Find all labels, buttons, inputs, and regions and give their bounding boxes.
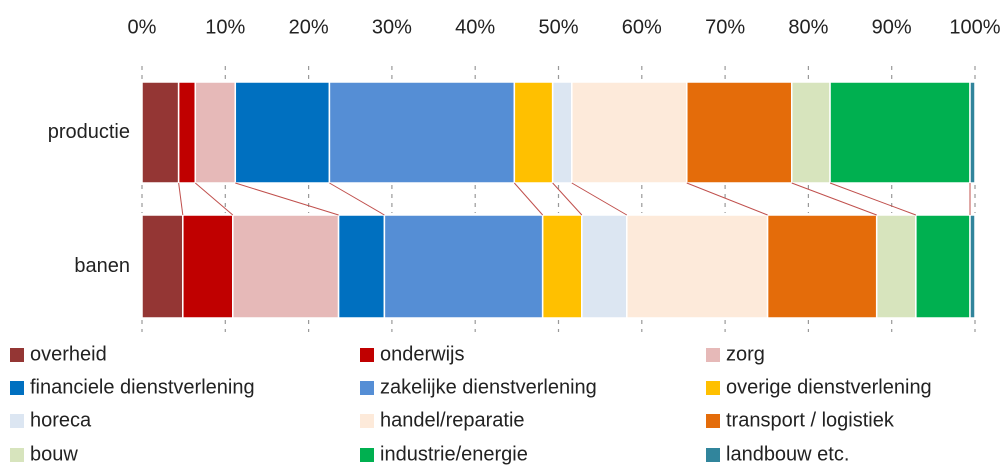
legend-swatch <box>706 448 720 462</box>
connector <box>791 182 877 216</box>
connector <box>178 182 184 216</box>
bar-segment <box>141 214 184 319</box>
legend-label: zakelijke dienstverlening <box>380 376 597 398</box>
bar-segment <box>969 214 976 319</box>
legend-label: bouw <box>30 443 78 465</box>
legend-label: handel/reparatie <box>380 409 525 431</box>
connector <box>194 182 234 216</box>
x-tick-label: 60% <box>622 16 662 38</box>
x-tick-label: 30% <box>372 16 412 38</box>
legend-swatch <box>706 348 720 362</box>
bar-segment <box>234 81 331 184</box>
legend-label: landbouw etc. <box>726 443 849 465</box>
bar-segment <box>194 81 237 184</box>
bar-segment <box>177 81 197 184</box>
bar-segment <box>571 81 688 184</box>
x-tick-label: 10% <box>205 16 245 38</box>
bar-segment <box>626 214 769 319</box>
legend-swatch <box>360 448 374 462</box>
legend-swatch <box>360 381 374 395</box>
bar-segment <box>383 214 544 319</box>
legend-label: onderwijs <box>380 343 464 365</box>
category-label: banen <box>74 255 130 277</box>
bar-segment <box>513 81 554 184</box>
bar-segment <box>328 81 516 184</box>
bar-segment <box>915 214 971 319</box>
bar-segment <box>686 81 793 184</box>
legend-swatch <box>10 448 24 462</box>
legend-label: horeca <box>30 409 92 431</box>
x-tick-label: 50% <box>538 16 578 38</box>
connector <box>552 182 583 216</box>
legend-swatch <box>360 414 374 428</box>
bar-segment <box>141 81 180 184</box>
connector <box>513 182 544 216</box>
bar-segment <box>337 214 386 319</box>
connector <box>329 182 385 216</box>
legend-swatch <box>706 414 720 428</box>
connector <box>571 182 628 216</box>
legend-swatch <box>706 381 720 395</box>
bar-segment <box>875 214 917 319</box>
legend-label: financiele dienstverlening <box>30 376 255 398</box>
connector <box>686 182 768 216</box>
legend-label: zorg <box>726 343 765 365</box>
x-tick-label: 0% <box>128 16 157 38</box>
category-label: productie <box>48 121 130 143</box>
legend-label: overheid <box>30 343 107 365</box>
x-tick-label: 90% <box>872 16 912 38</box>
connector <box>829 182 917 216</box>
bar-segment <box>969 81 976 184</box>
bar-segment <box>790 81 831 184</box>
legend-label: industrie/energie <box>380 443 528 465</box>
bar-segment <box>182 214 234 319</box>
legend-swatch <box>360 348 374 362</box>
x-tick-label: 100% <box>949 16 1000 38</box>
legend-swatch <box>10 381 24 395</box>
legend-label: transport / logistiek <box>726 409 895 431</box>
legend-swatch <box>10 414 24 428</box>
bar-segment <box>766 214 878 319</box>
bar-segment <box>551 81 573 184</box>
x-tick-label: 40% <box>455 16 495 38</box>
bar-segment <box>541 214 583 319</box>
legend-swatch <box>10 348 24 362</box>
bar-segment <box>581 214 628 319</box>
connector <box>235 182 339 216</box>
x-tick-label: 80% <box>788 16 828 38</box>
legend-label: overige dienstverlening <box>726 376 932 398</box>
x-tick-label: 20% <box>289 16 329 38</box>
x-tick-label: 70% <box>705 16 745 38</box>
bar-segment <box>829 81 971 184</box>
bar-segment <box>232 214 340 319</box>
